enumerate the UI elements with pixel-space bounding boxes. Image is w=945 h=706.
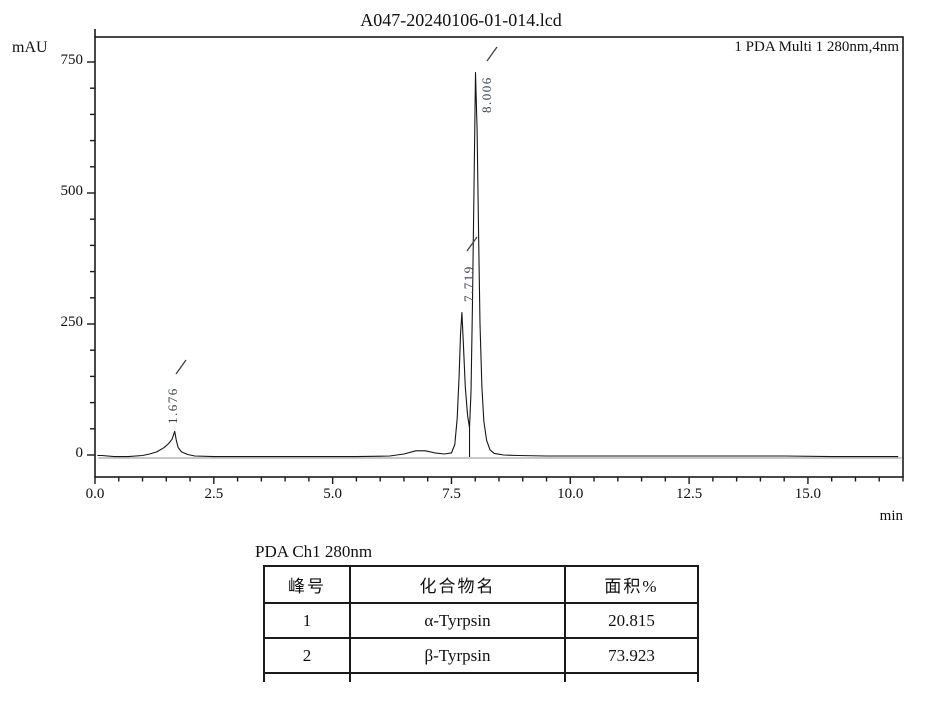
table-row: 1 α-Tyrpsin 20.815 (263, 602, 699, 639)
y-tick-label: 0 (75, 445, 84, 461)
chromatogram-plot (87, 29, 904, 484)
y-tick-label: 750 (60, 52, 84, 68)
table-cell: 1 (263, 602, 351, 639)
table-row: 2 β-Tyrpsin 73.923 (263, 637, 699, 674)
table-header-row: 峰号 化合物名 面积% (263, 565, 699, 604)
y-tick-label: 500 (60, 183, 84, 199)
x-tick-label: 7.5 (442, 486, 461, 502)
table-cell: 2 (263, 637, 351, 674)
x-tick-label: 10.0 (557, 486, 584, 502)
table-cell (349, 672, 566, 682)
table-cell (564, 672, 699, 682)
x-axis-unit-label: min (879, 508, 903, 524)
table-header-cell: 面积% (564, 565, 699, 604)
x-tick-label: 15.0 (794, 486, 822, 502)
y-axis-unit-label: mAU (12, 39, 48, 56)
peak-leader-slash (175, 359, 187, 375)
x-tick-label: 0.0 (85, 486, 105, 502)
peak-leader-slash (486, 46, 498, 62)
table-header-cell: 峰号 (263, 565, 351, 604)
table-header-cell: 化合物名 (349, 565, 566, 604)
table-cell (263, 672, 351, 682)
peak-retention-label: 8.006 (479, 76, 494, 113)
table-cell: 20.815 (564, 602, 699, 639)
table-row-cutoff (263, 672, 699, 682)
chart-title: A047-20240106-01-014.lcd (360, 10, 562, 30)
table-cell: 73.923 (564, 637, 699, 674)
peak-table: 峰号 化合物名 面积% 1 α-Tyrpsin 20.815 2 β-Tyrpsin 73… (263, 565, 699, 682)
detector-channel-label: 1 PDA Multi 1 280nm,4nm (734, 39, 899, 55)
x-tick-label: 5.0 (323, 486, 343, 502)
chromatogram-trace (97, 71, 899, 458)
table-cell: α-Tyrpsin (349, 602, 566, 639)
peak-table-title: PDA Ch1 280nm (255, 542, 373, 561)
x-tick-label: 12.5 (675, 486, 703, 502)
peak-leader-slash (466, 236, 478, 252)
peak-retention-label: 7.719 (461, 265, 476, 302)
peak-retention-label: 1.676 (165, 387, 180, 424)
y-tick-label: 250 (60, 314, 84, 330)
table-cell: β-Tyrpsin (349, 637, 566, 674)
x-tick-label: 2.5 (204, 486, 224, 502)
peak-table-section: PDA Ch1 280nm 峰号 化合物名 面积% 1 α-Tyrpsin 20.8… (255, 542, 699, 682)
